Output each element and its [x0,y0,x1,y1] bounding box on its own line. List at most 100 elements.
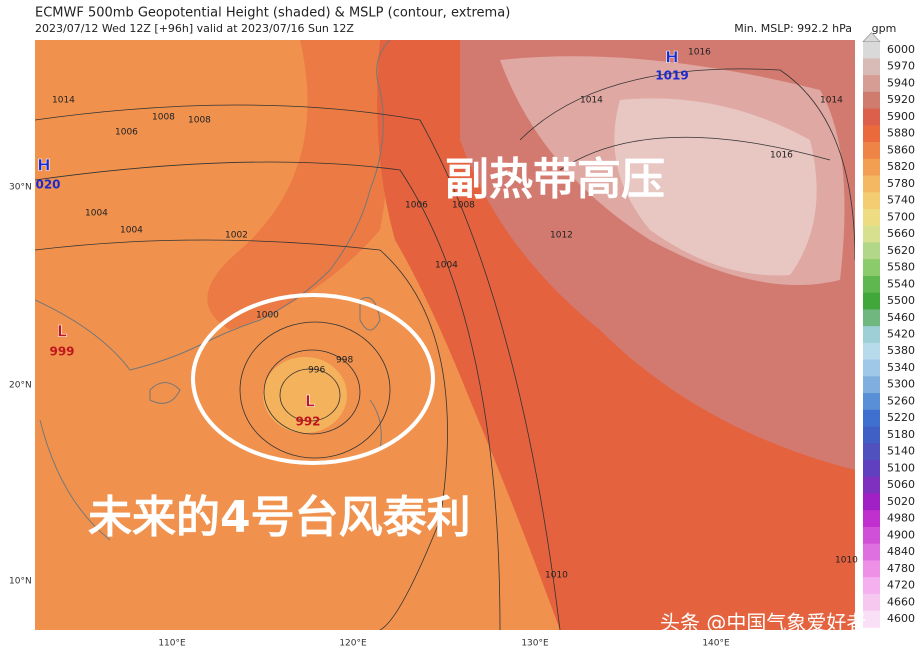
colorbar-swatch [863,208,880,227]
contour-label: 1016 [688,48,711,58]
colorbar-label: 4780 [887,562,915,575]
colorbar-label: 4720 [887,579,915,592]
colorbar-label: 4660 [887,595,915,608]
colorbar-swatch [863,91,880,110]
colorbar-swatch [863,242,880,260]
colorbar-label: 5580 [887,261,915,274]
colorbar-label: 5180 [887,428,915,441]
colorbar-swatch [863,526,880,545]
colorbar-swatch [863,443,880,461]
colorbar-label: 5970 [887,60,915,73]
contour-label: 1014 [580,96,603,106]
colorbar-swatch [863,275,880,294]
colorbar-label: 4600 [887,612,915,625]
colorbar-label: 5740 [887,194,915,207]
colorbar-label: 5820 [887,160,915,173]
low-value: 992 [295,415,320,429]
high-value: 1019 [655,69,688,83]
colorbar-label: 5260 [887,394,915,407]
colorbar-swatch [863,593,880,612]
colorbar-swatch [863,610,880,628]
contour-label: 1010 [545,571,568,581]
contour-label: 1004 [85,209,108,219]
colorbar-label: 5100 [887,461,915,474]
lat-label: 10°N [9,577,32,587]
lon-label: 110°E [158,639,186,649]
map [35,40,855,630]
contour-label: 1008 [452,201,475,211]
lat-label: 30°N [9,183,32,193]
lat-label: 20°N [9,381,32,391]
watermark: 头条 @中国气象爱好者 [660,611,866,635]
contour-label: 996 [308,366,325,376]
colorbar-label: 5880 [887,127,915,140]
colorbar-label: 5500 [887,294,915,307]
colorbar-swatch [863,476,880,494]
colorbar-swatch [863,426,880,444]
overlay-text: 副热带高压 [445,154,665,205]
colorbar-label: 5920 [887,93,915,106]
contour-label: 1002 [225,231,248,241]
title: ECMWF 500mb Geopotential Height (shaded)… [35,6,510,21]
colorbar-label: 5460 [887,311,915,324]
colorbar-swatch [863,510,880,528]
colorbar-label: 5860 [887,143,915,156]
extrema: H 1019 H 020 L 999 L 992 [35,47,688,429]
colorbar-swatch [863,560,880,578]
colorbar-label: 5060 [887,478,915,491]
lon-label: 130°E [521,639,549,649]
colorbar-label: 5900 [887,110,915,123]
colorbar-unit: gpm [872,22,897,35]
contour-label: 1006 [405,201,428,211]
colorbar-label: 5300 [887,378,915,391]
colorbar-label: 5780 [887,177,915,190]
contour-label: 1014 [820,96,843,106]
colorbar-swatch [863,41,880,59]
colorbar-swatch [863,393,880,411]
colorbar-swatch [863,460,880,478]
colorbar-label: 5340 [887,361,915,374]
contour-label: 1012 [550,231,573,241]
colorbar-swatch [863,376,880,394]
lon-label: 120°E [339,639,367,649]
colorbar-label: 5660 [887,227,915,240]
colorbar-label: 5620 [887,244,915,257]
colorbar-label: 4840 [887,545,915,558]
high-marker: H [37,156,50,175]
low-marker: L [305,392,315,411]
colorbar-label: 5220 [887,411,915,424]
contour-label: 998 [336,356,353,366]
colorbar-label: 5140 [887,445,915,458]
colorbar-swatch [863,108,880,126]
colorbar-label: 5380 [887,344,915,357]
colorbar-label: 5540 [887,277,915,290]
colorbar-swatch [863,577,880,595]
overlay-text: 未来的4号台风泰利 [88,492,471,543]
colorbar-swatch [863,158,880,177]
contour-label: 1006 [115,128,138,138]
colorbar-label: 5020 [887,495,915,508]
colorbar: 6000 5970 5940 5920 5900 5880 5860 5820 5780 5740… [862,32,915,628]
high-marker: H [665,48,678,67]
contour-label: 1016 [770,151,793,161]
colorbar-swatch [863,409,880,428]
subtitle: 2023/07/12 Wed 12Z [+96h] valid at 2023/… [35,22,354,35]
colorbar-swatch [863,543,880,561]
colorbar-swatch [863,292,880,310]
lon-label: 140°E [702,639,730,649]
colorbar-label: 5940 [887,76,915,89]
contour-label: 1008 [152,113,175,123]
contour-label: 1000 [256,311,279,321]
colorbar-arrow [862,32,881,42]
low-value: 999 [49,345,74,359]
colorbar-swatch [863,342,880,361]
colorbar-swatch [863,359,880,377]
contour-label: 1014 [52,96,75,106]
high-value: 020 [35,178,60,192]
colorbar-label: 5700 [887,210,915,223]
colorbar-swatch [863,75,880,93]
low-marker: L [57,322,67,341]
colorbar-swatch [863,175,880,193]
colorbar-swatch [863,192,880,210]
